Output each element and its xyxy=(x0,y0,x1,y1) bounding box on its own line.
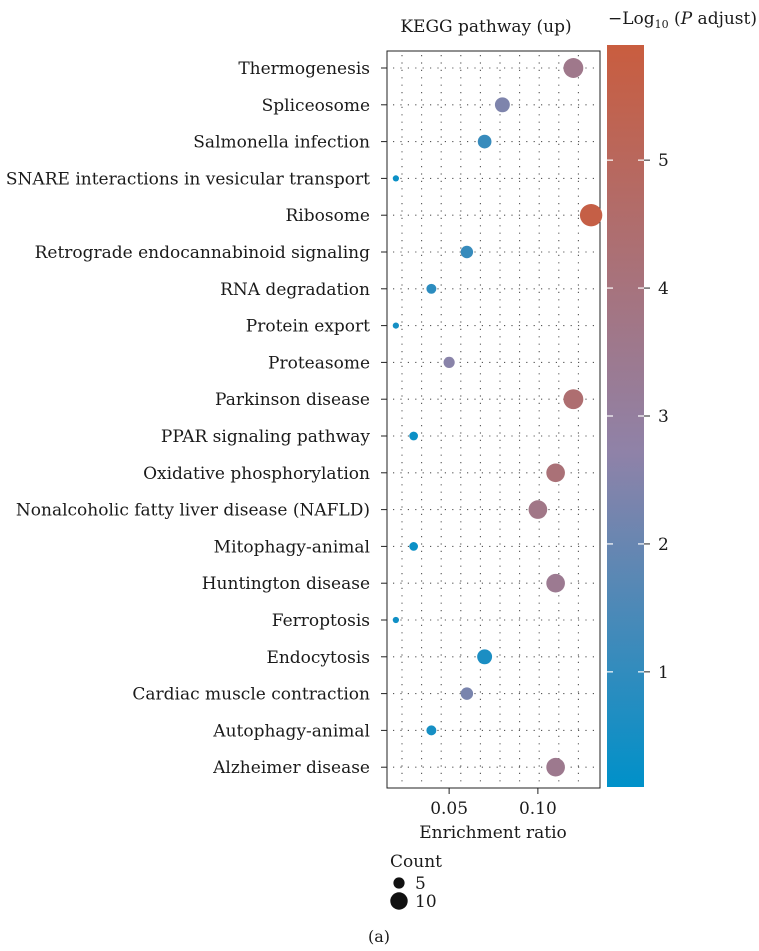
y-tick-label: RNA degradation xyxy=(220,280,370,300)
y-tick-label: Salmonella infection xyxy=(193,133,370,153)
y-tick-label: Mitophagy-animal xyxy=(214,537,370,557)
y-tick-label: PPAR signaling pathway xyxy=(161,427,371,447)
size-legend: 510 xyxy=(390,874,437,912)
y-tick-label: Proteasome xyxy=(268,353,370,373)
x-axis-label: Enrichment ratio xyxy=(419,823,567,843)
data-point xyxy=(409,542,418,551)
y-tick-label: Oxidative phosphorylation xyxy=(143,464,370,484)
size-legend-label: 10 xyxy=(415,892,437,912)
data-point xyxy=(443,356,455,368)
y-tick-label: Spliceosome xyxy=(262,96,370,116)
y-axis-labels: Thermogenesis Spliceosome Salmonella infec… xyxy=(6,59,370,778)
data-point xyxy=(426,725,437,736)
y-tick-label: Alzheimer disease xyxy=(212,758,370,778)
plot-grid xyxy=(393,55,596,784)
colorbar-tick-label: 4 xyxy=(658,279,669,299)
y-tick-label: Nonalcoholic fatty liver disease (NAFLD) xyxy=(16,501,370,521)
data-point xyxy=(563,389,584,410)
size-legend-dot xyxy=(390,892,408,910)
data-point xyxy=(426,283,437,294)
x-axis-ticks: 0.05 0.10 xyxy=(430,788,557,819)
y-tick-label: Cardiac muscle contraction xyxy=(132,685,370,705)
data-point xyxy=(392,322,399,329)
data-point xyxy=(579,204,603,227)
y-axis-ticks xyxy=(381,67,387,768)
y-tick-label: Ribosome xyxy=(286,206,371,226)
data-point xyxy=(546,573,565,593)
size-legend-dot xyxy=(393,877,405,889)
colorbar-title: −Log10 (P adjust) xyxy=(608,9,757,31)
colorbar-ticks: 1 2 3 4 5 xyxy=(607,151,669,683)
y-tick-label: Parkinson disease xyxy=(215,390,370,410)
y-tick-label: Thermogenesis xyxy=(238,59,370,79)
data-points xyxy=(392,58,603,777)
data-point xyxy=(494,97,510,113)
y-tick-label: Retrograde endocannabinoid signaling xyxy=(35,243,371,263)
colorbar-tick-label: 3 xyxy=(658,407,669,427)
chart-title: KEGG pathway (up) xyxy=(400,17,571,37)
plot-frame xyxy=(386,50,601,789)
data-point xyxy=(546,463,565,483)
size-legend-label: 5 xyxy=(415,874,426,894)
colorbar-tick-label: 2 xyxy=(658,535,669,555)
y-tick-label: Huntington disease xyxy=(202,574,370,594)
data-point xyxy=(409,431,418,441)
panel-label: (a) xyxy=(368,927,390,946)
x-tick-label: 0.10 xyxy=(519,799,557,819)
y-tick-label: SNARE interactions in vesicular transpor… xyxy=(6,169,370,189)
y-tick-label: Endocytosis xyxy=(266,648,370,668)
data-point xyxy=(460,245,474,259)
size-legend-title: Count xyxy=(390,852,442,872)
data-point xyxy=(392,616,399,624)
y-tick-label: Autophagy-animal xyxy=(212,721,370,741)
colorbar xyxy=(607,45,644,787)
data-point xyxy=(477,134,492,149)
y-tick-label: Ferroptosis xyxy=(272,611,370,631)
data-point xyxy=(392,175,399,182)
x-tick-label: 0.05 xyxy=(430,799,468,819)
data-point xyxy=(460,687,474,700)
y-tick-label: Protein export xyxy=(246,317,370,337)
colorbar-tick-label: 5 xyxy=(658,151,669,171)
data-point xyxy=(546,757,565,777)
data-point xyxy=(563,58,584,78)
data-point xyxy=(528,500,548,519)
data-point xyxy=(477,649,493,665)
colorbar-tick-label: 1 xyxy=(658,663,669,683)
